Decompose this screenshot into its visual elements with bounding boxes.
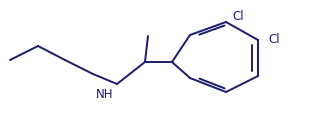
- Text: Cl: Cl: [268, 33, 280, 46]
- Text: Cl: Cl: [232, 9, 244, 23]
- Text: NH: NH: [96, 87, 114, 100]
